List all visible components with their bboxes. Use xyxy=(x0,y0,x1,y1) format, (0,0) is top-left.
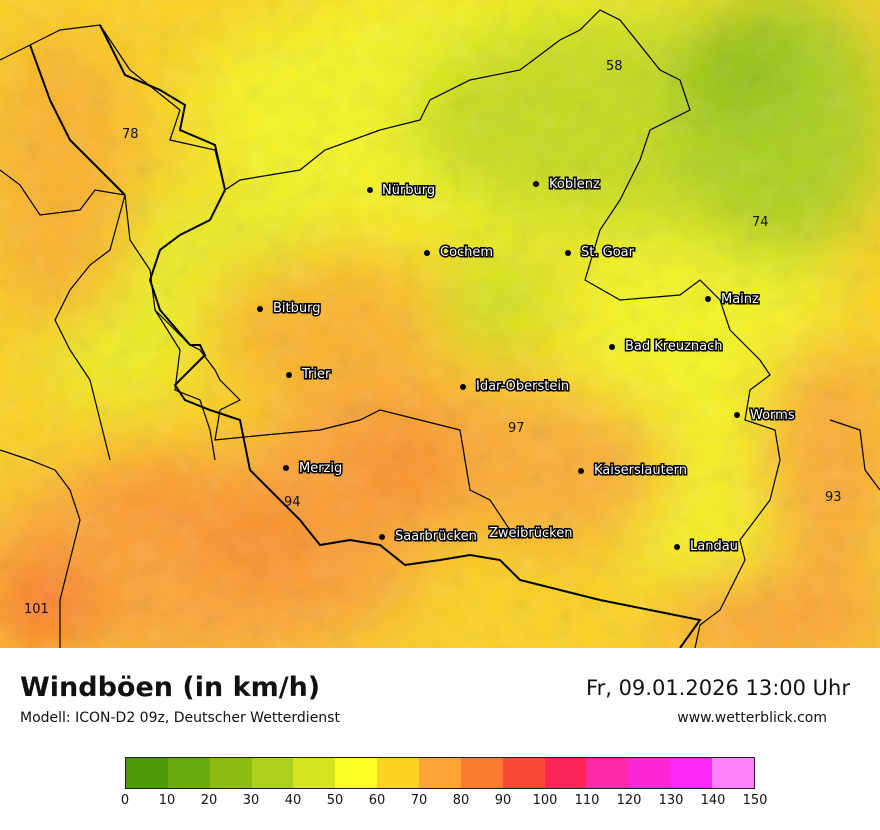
city-dot xyxy=(533,181,539,187)
city-markers xyxy=(257,181,740,550)
city-dot xyxy=(674,544,680,550)
legend-swatch xyxy=(586,758,629,788)
city-label-st-goar: St. Goar xyxy=(581,245,635,260)
color-legend-bar xyxy=(125,757,755,789)
city-dot xyxy=(257,306,263,312)
city-dot xyxy=(734,412,740,418)
city-dot xyxy=(367,187,373,193)
legend-swatch xyxy=(167,758,210,788)
legend-tick-label: 40 xyxy=(284,793,302,808)
city-label-cochem: Cochem xyxy=(440,245,493,260)
city-label-nuerburg: Nürburg xyxy=(382,183,435,198)
value-label: 78 xyxy=(122,127,139,142)
value-label: 101 xyxy=(24,602,49,617)
legend-tick-label: 80 xyxy=(452,793,470,808)
forecast-datetime: Fr, 09.01.2026 13:00 Uhr xyxy=(586,676,850,700)
city-dot xyxy=(286,372,292,378)
city-dot xyxy=(565,250,571,256)
legend-tick-label: 140 xyxy=(700,793,726,808)
color-legend-ticks: 0 10 20 30 40 50 60 70 80 90 100 110 120 130 140 150 xyxy=(121,793,768,813)
city-label-mainz: Mainz xyxy=(721,292,759,307)
city-dot xyxy=(283,465,289,471)
city-label-zweibruecken: Zweibrücken xyxy=(489,526,572,541)
wind-gust-map: Nürburg Koblenz Cochem St. Goar Bitburg … xyxy=(0,0,880,670)
map-title: Windböen (in km/h) xyxy=(20,672,321,703)
city-dot xyxy=(424,250,430,256)
city-label-bitburg: Bitburg xyxy=(273,301,321,316)
city-label-koblenz: Koblenz xyxy=(549,177,600,192)
legend-tick-label: 110 xyxy=(574,793,600,808)
value-label: 97 xyxy=(508,421,525,436)
legend-swatch xyxy=(502,758,545,788)
city-label-saarbruecken: Saarbrücken xyxy=(395,529,477,544)
legend-swatch xyxy=(293,758,336,788)
city-dot xyxy=(578,468,584,474)
legend-swatch xyxy=(670,758,713,788)
city-label-bad-kreuznach: Bad Kreuznach xyxy=(625,339,723,354)
legend-tick-label: 30 xyxy=(242,793,260,808)
value-label: 93 xyxy=(825,490,842,505)
city-dot xyxy=(609,344,615,350)
city-labels: Nürburg Koblenz Cochem St. Goar Bitburg … xyxy=(272,176,797,556)
city-label-kaiserslautern: Kaiserslautern xyxy=(594,463,687,478)
legend-tick-label: 90 xyxy=(494,793,512,808)
city-label-merzig: Merzig xyxy=(299,461,342,476)
value-labels: 58 78 74 97 94 93 101 xyxy=(24,59,842,617)
map-canvas: Nürburg Koblenz Cochem St. Goar Bitburg … xyxy=(0,0,880,670)
legend-swatch xyxy=(460,758,503,788)
value-label: 58 xyxy=(606,59,623,74)
legend-tick-label: 50 xyxy=(326,793,344,808)
legend-swatch xyxy=(377,758,420,788)
legend-tick-label: 130 xyxy=(658,793,684,808)
legend-tick-label: 0 xyxy=(120,793,130,808)
map-footer: Windböen (in km/h) Modell: ICON-D2 09z, … xyxy=(0,648,880,830)
city-label-idar-oberstein: Idar-Oberstein xyxy=(476,379,569,394)
city-dot xyxy=(460,384,466,390)
city-label-landau: Landau xyxy=(690,539,738,554)
city-label-worms: Worms xyxy=(750,408,795,423)
website-link[interactable]: www.wetterblick.com xyxy=(677,710,827,726)
city-dot xyxy=(379,534,385,540)
city-dot xyxy=(705,296,711,302)
legend-swatch xyxy=(419,758,461,788)
legend-swatch xyxy=(126,758,168,788)
legend-tick-label: 10 xyxy=(158,793,176,808)
country-border xyxy=(29,24,702,649)
legend-tick-label: 70 xyxy=(410,793,428,808)
legend-swatch xyxy=(712,758,754,788)
legend-swatch xyxy=(335,758,378,788)
legend-swatch xyxy=(544,758,587,788)
legend-tick-label: 150 xyxy=(742,793,768,808)
model-info: Modell: ICON-D2 09z, Deutscher Wetterdie… xyxy=(20,710,340,726)
legend-tick-label: 100 xyxy=(532,793,558,808)
legend-tick-label: 60 xyxy=(368,793,386,808)
value-label: 74 xyxy=(752,215,769,230)
legend-tick-label: 120 xyxy=(616,793,642,808)
legend-tick-label: 20 xyxy=(200,793,218,808)
legend-swatch xyxy=(251,758,294,788)
value-label: 94 xyxy=(284,495,301,510)
legend-swatch xyxy=(628,758,671,788)
city-label-trier: Trier xyxy=(301,367,331,382)
legend-swatch xyxy=(209,758,252,788)
